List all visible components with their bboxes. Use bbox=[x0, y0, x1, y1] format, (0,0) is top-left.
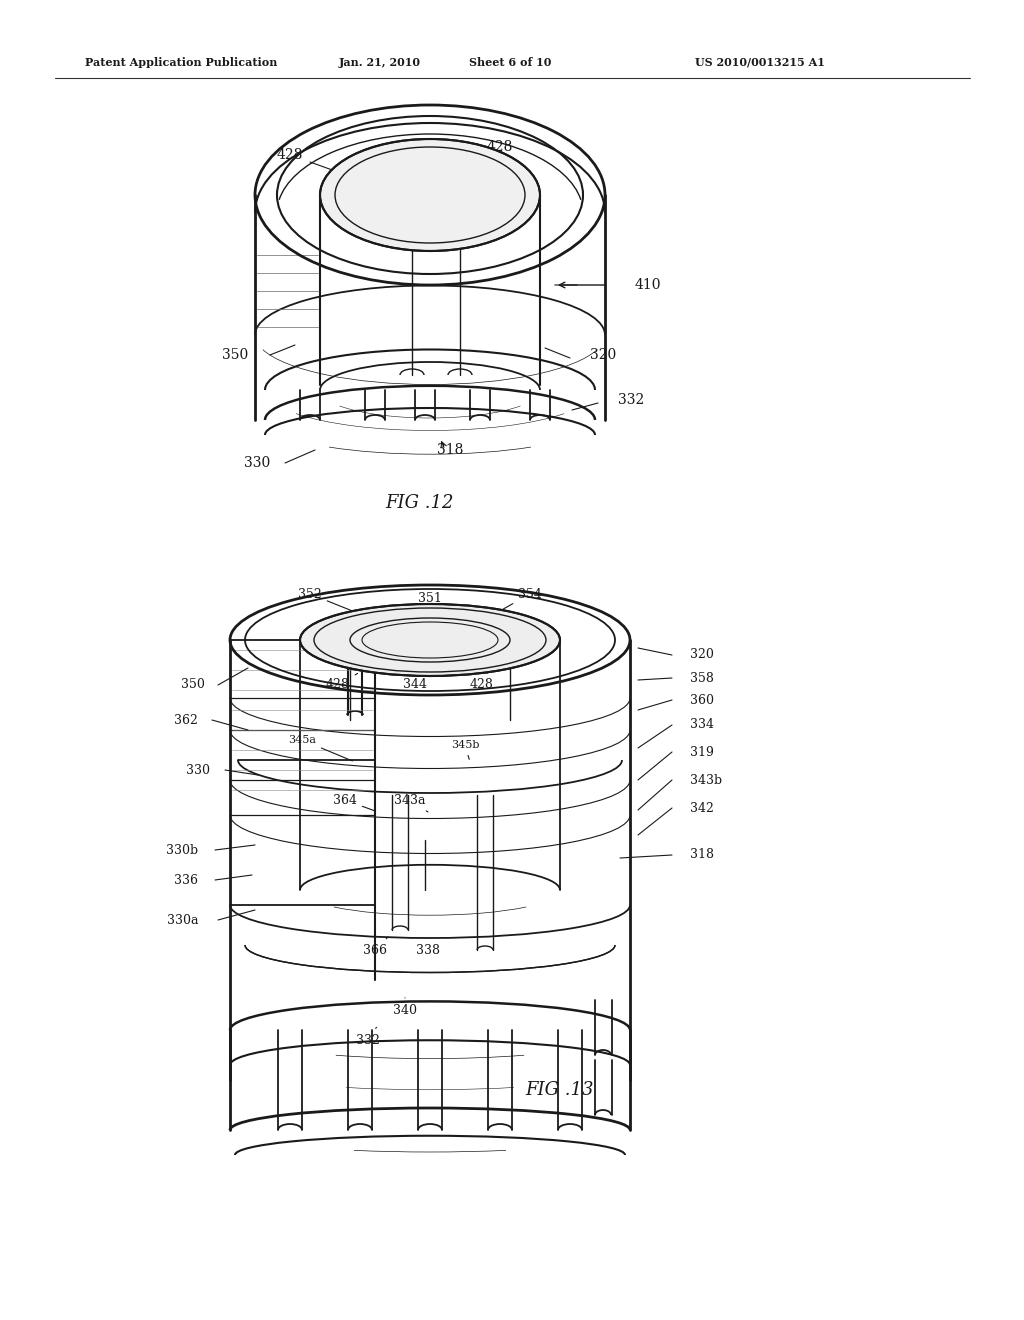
Text: 318: 318 bbox=[437, 444, 463, 457]
Text: 332: 332 bbox=[618, 393, 644, 407]
Text: 330: 330 bbox=[186, 763, 210, 776]
Text: 330: 330 bbox=[244, 455, 270, 470]
Text: 428: 428 bbox=[470, 672, 494, 692]
Text: Patent Application Publication: Patent Application Publication bbox=[85, 57, 278, 67]
Text: 343a: 343a bbox=[394, 793, 428, 812]
Text: 351: 351 bbox=[418, 591, 442, 614]
Text: 343b: 343b bbox=[690, 774, 722, 787]
Text: 350: 350 bbox=[222, 348, 248, 362]
Text: 428: 428 bbox=[486, 140, 513, 154]
Ellipse shape bbox=[319, 139, 540, 251]
Text: Sheet 6 of 10: Sheet 6 of 10 bbox=[469, 57, 551, 67]
Text: FIG .13: FIG .13 bbox=[525, 1081, 594, 1100]
Text: 354: 354 bbox=[501, 587, 542, 611]
Text: 320: 320 bbox=[690, 648, 714, 661]
Text: 332: 332 bbox=[356, 1027, 380, 1047]
Text: 428: 428 bbox=[326, 673, 357, 692]
Text: US 2010/0013215 A1: US 2010/0013215 A1 bbox=[695, 57, 825, 67]
Text: FIG .12: FIG .12 bbox=[386, 494, 455, 512]
Text: 428: 428 bbox=[276, 148, 303, 162]
Ellipse shape bbox=[300, 605, 560, 676]
Text: 358: 358 bbox=[690, 672, 714, 685]
Text: 352: 352 bbox=[298, 587, 352, 611]
Text: 318: 318 bbox=[690, 849, 714, 862]
Text: 342: 342 bbox=[690, 801, 714, 814]
Text: 410: 410 bbox=[635, 279, 662, 292]
Text: 334: 334 bbox=[690, 718, 714, 731]
Text: 320: 320 bbox=[590, 348, 616, 362]
Text: 362: 362 bbox=[174, 714, 198, 726]
Text: 336: 336 bbox=[174, 874, 198, 887]
Text: 340: 340 bbox=[393, 998, 417, 1016]
Text: 344: 344 bbox=[403, 672, 427, 692]
Text: 338: 338 bbox=[416, 937, 440, 957]
Text: 330b: 330b bbox=[166, 843, 198, 857]
Text: 360: 360 bbox=[690, 693, 714, 706]
Text: 330a: 330a bbox=[167, 913, 198, 927]
Text: 350: 350 bbox=[181, 678, 205, 692]
Text: 345b: 345b bbox=[451, 741, 479, 759]
Text: Jan. 21, 2010: Jan. 21, 2010 bbox=[339, 57, 421, 67]
Text: 366: 366 bbox=[362, 937, 388, 957]
Text: 364: 364 bbox=[333, 793, 376, 810]
Text: 345a: 345a bbox=[288, 735, 352, 760]
Text: 319: 319 bbox=[690, 746, 714, 759]
